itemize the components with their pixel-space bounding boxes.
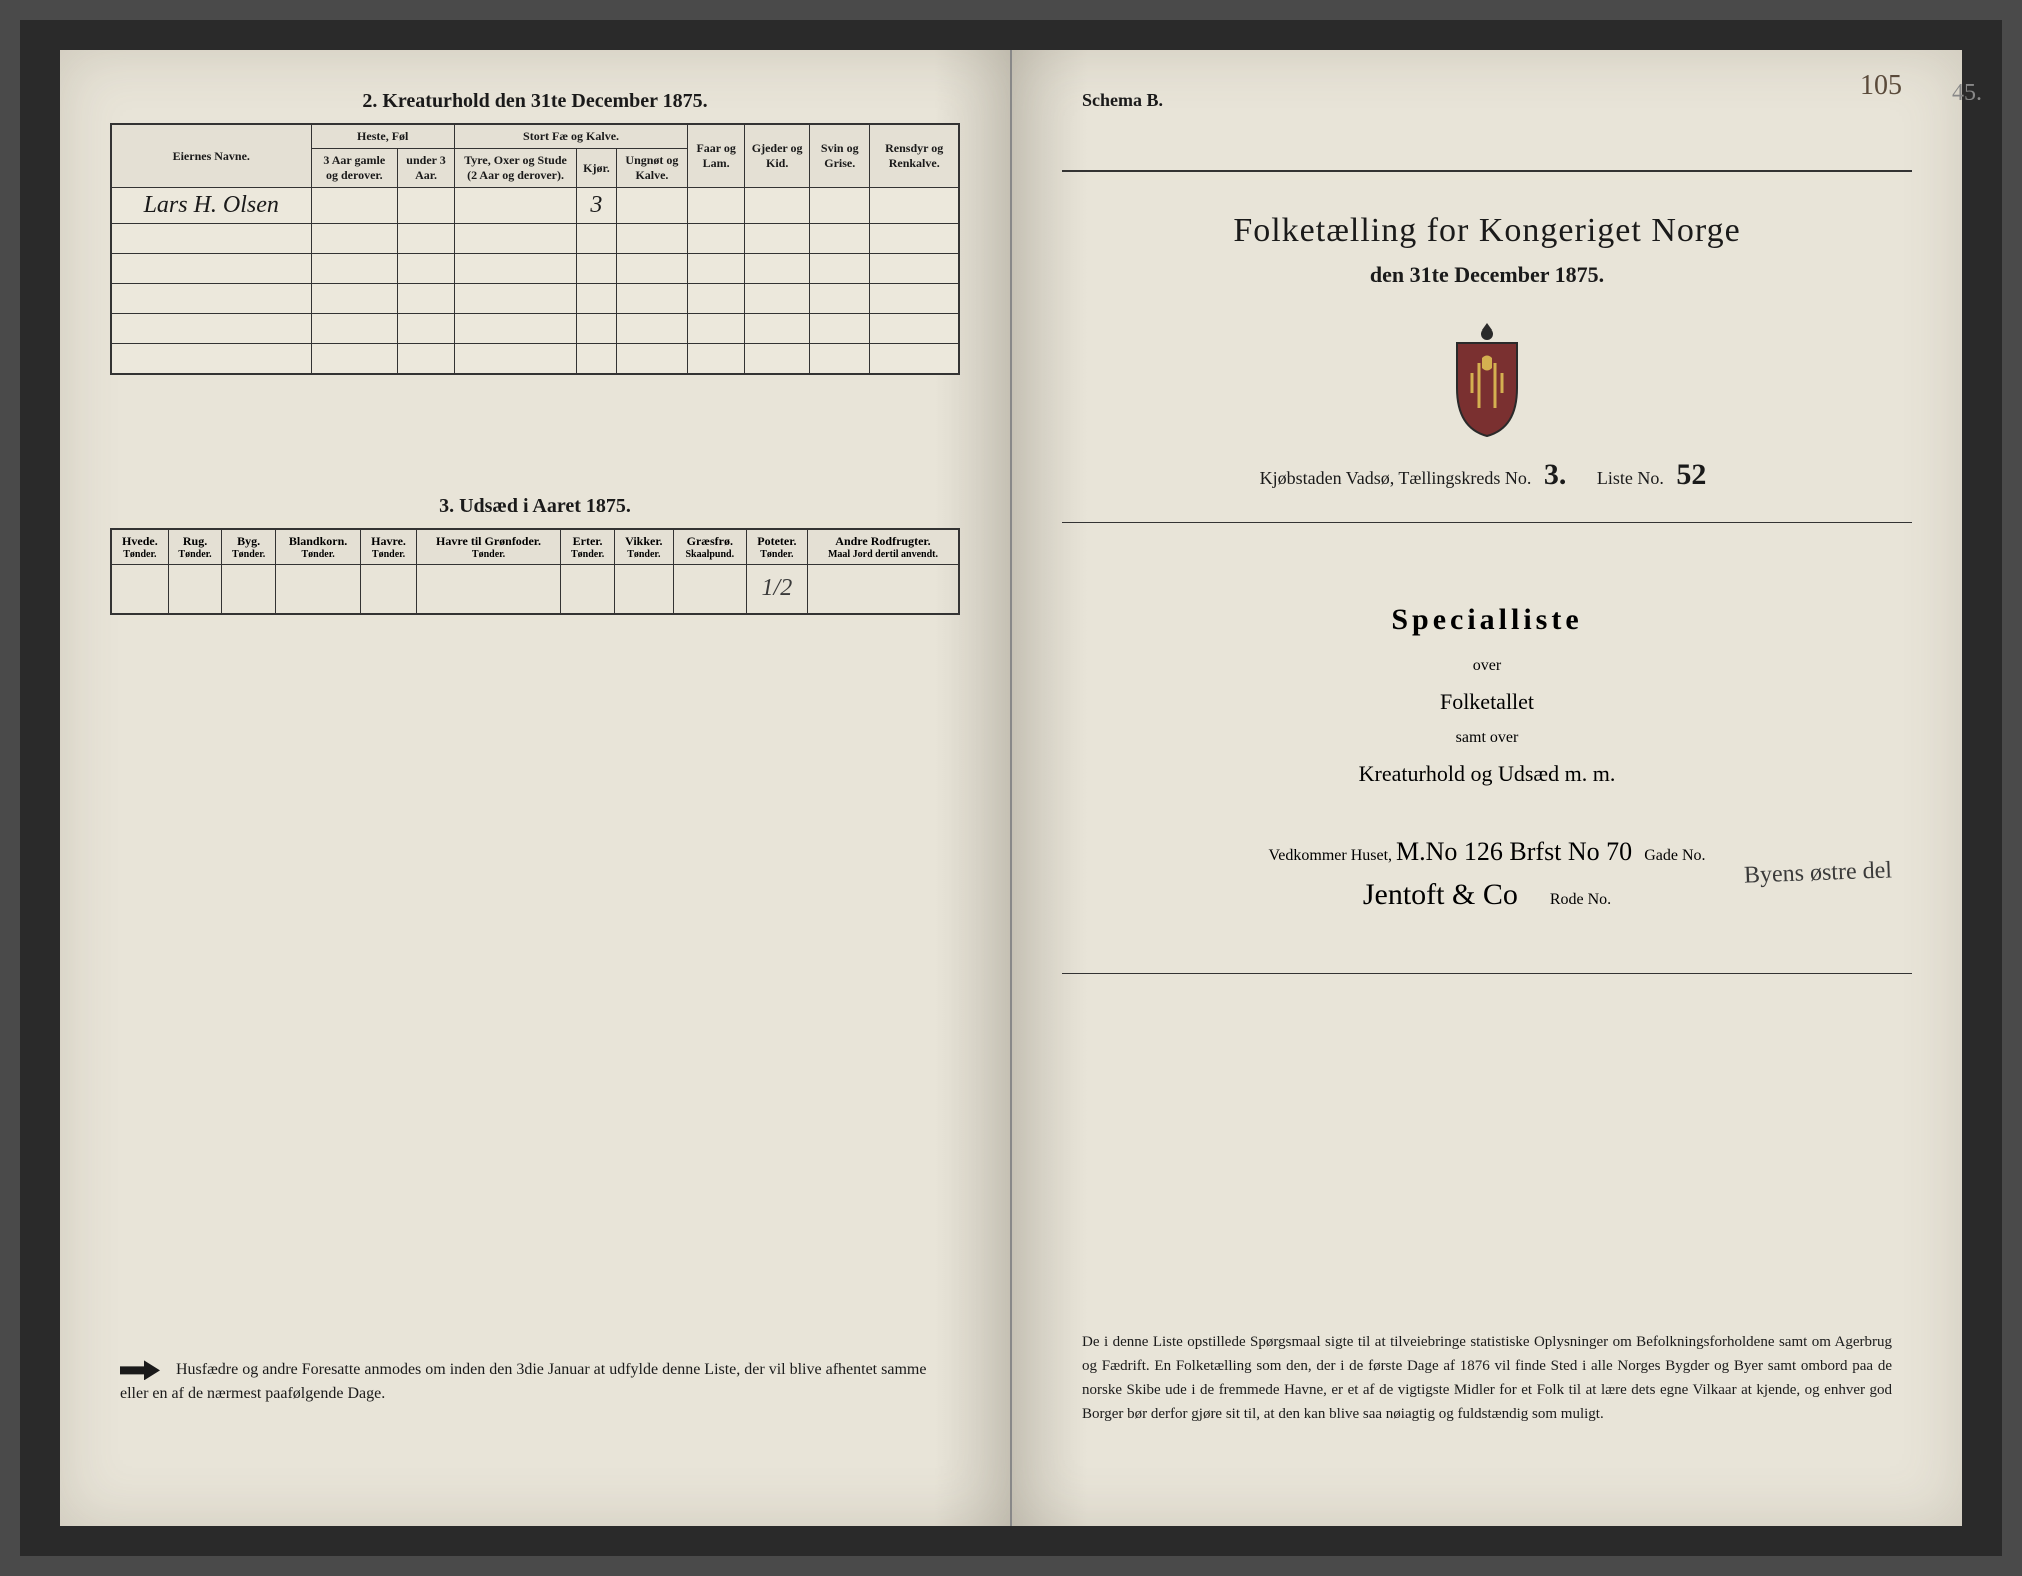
th-gjeder: Gjeder og Kid.: [745, 124, 810, 188]
table-row: [111, 284, 959, 314]
coat-of-arms-icon: [1437, 318, 1537, 438]
section3: 3. Udsæd i Aaret 1875. Hvede.Tønder. Rug…: [110, 495, 960, 616]
th-stort2: Kjør.: [577, 149, 617, 188]
bottom-paragraph: De i denne Liste opstillede Spørgsmaal s…: [1082, 1330, 1892, 1426]
page-number: 105: [1860, 70, 1902, 102]
book-spread: 2. Kreaturhold den 31te December 1875. E…: [20, 20, 2002, 1556]
gade-label: Gade No.: [1644, 847, 1705, 864]
speciallist-over: over: [1062, 657, 1912, 675]
vedkommer-label: Vedkommer Huset,: [1268, 847, 1392, 864]
seed-table: Hvede.Tønder. Rug.Tønder. Byg.Tønder. Bl…: [110, 528, 960, 616]
table-row: [111, 224, 959, 254]
table-row: Lars H. Olsen 3: [111, 188, 959, 224]
livestock-table: Eiernes Navne. Heste, Føl Stort Fæ og Ka…: [110, 123, 960, 375]
kreds-number: 3.: [1536, 458, 1575, 491]
liste-number: 52: [1668, 458, 1714, 491]
th-stort: Stort Fæ og Kalve.: [454, 124, 687, 149]
kreds-line: Kjøbstaden Vadsø, Tællingskreds No. 3. L…: [1062, 458, 1912, 492]
th-svin: Svin og Grise.: [810, 124, 870, 188]
th-faar: Faar og Lam.: [688, 124, 745, 188]
th-owner: Eiernes Navne.: [111, 124, 311, 188]
table-row: [111, 254, 959, 284]
margin-number: 45.: [1952, 80, 1982, 107]
house-number: M.No 126 Brfst No 70: [1396, 837, 1632, 868]
section3-title: 3. Udsæd i Aaret 1875.: [110, 495, 960, 518]
right-page: 105 45. Schema B. Folketælling for Konge…: [1012, 50, 1962, 1526]
speciallist-folketallet: Folketallet: [1062, 689, 1912, 715]
speciallist-samt: samt over: [1062, 729, 1912, 747]
kreds-prefix: Kjøbstaden Vadsø, Tællingskreds No.: [1260, 468, 1532, 488]
th-heste: Heste, Føl: [311, 124, 454, 149]
th-rensdyr: Rensdyr og Renkalve.: [870, 124, 959, 188]
table-row: 1/2: [111, 564, 959, 614]
th-stort1: Tyre, Oxer og Stude (2 Aar og derover).: [454, 149, 576, 188]
pointer-icon: [120, 1360, 160, 1380]
poteter-value: 1/2: [746, 564, 807, 614]
footer-text: Husfædre og andre Foresatte anmodes om i…: [120, 1361, 926, 1402]
left-page: 2. Kreaturhold den 31te December 1875. E…: [60, 50, 1012, 1526]
footer-note: Husfædre og andre Foresatte anmodes om i…: [120, 1358, 950, 1406]
section2-title: 2. Kreaturhold den 31te December 1875.: [110, 90, 960, 113]
kjor-value: 3: [577, 188, 617, 224]
th-heste2: under 3 Aar.: [398, 149, 455, 188]
th-heste1: 3 Aar gamle og derover.: [311, 149, 398, 188]
liste-label: Liste No.: [1597, 468, 1664, 488]
sub-title: den 31te December 1875.: [1062, 262, 1912, 288]
th-stort3: Ungnøt og Kalve.: [616, 149, 687, 188]
rode-label: Rode No.: [1550, 891, 1611, 908]
speciallist-block: Specialliste over Folketallet samt over …: [1062, 603, 1912, 787]
hand-corner-note: Byens østre del: [1744, 857, 1893, 889]
owner-name: Lars H. Olsen: [111, 188, 311, 224]
table-row: [111, 314, 959, 344]
owner-signature: Jentoft & Co: [1363, 878, 1518, 913]
speciallist-title: Specialliste: [1062, 603, 1912, 637]
schema-label: Schema B.: [1082, 90, 1163, 111]
table-row: [111, 344, 959, 374]
speciallist-kreatur: Kreaturhold og Udsæd m. m.: [1062, 761, 1912, 787]
seed-header-row: Hvede.Tønder. Rug.Tønder. Byg.Tønder. Bl…: [111, 529, 959, 565]
main-title: Folketælling for Kongeriget Norge: [1062, 212, 1912, 250]
